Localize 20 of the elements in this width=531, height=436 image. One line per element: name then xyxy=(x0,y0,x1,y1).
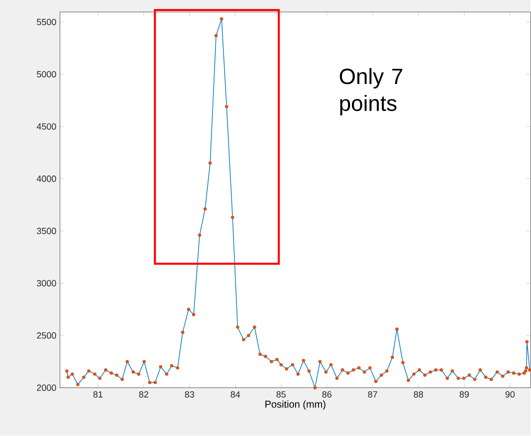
x-tick-label: 81 xyxy=(93,391,103,398)
annotation: Only 7 points xyxy=(340,68,402,116)
y-tick-label: 3000 xyxy=(36,280,56,287)
x-tick-label: 87 xyxy=(368,391,378,398)
x-tick-label: 83 xyxy=(184,391,194,398)
x-tick-label: 82 xyxy=(139,391,148,398)
y-tick-label: 3500 xyxy=(36,228,56,234)
y-tick-label: 2000 xyxy=(36,384,56,392)
x-tick-label: 86 xyxy=(322,391,332,398)
x-tick-label: 85 xyxy=(276,391,286,398)
x-tick-label: 90 xyxy=(505,391,515,398)
y-tick-label: 5500 xyxy=(36,18,56,26)
x-tick-label: 84 xyxy=(230,391,240,398)
y-tick-label: 4000 xyxy=(36,176,56,182)
y-tick-label: 2500 xyxy=(36,332,56,339)
x-tick-label: 88 xyxy=(414,391,424,398)
x-tick-label: 89 xyxy=(460,391,469,398)
y-tick-label: 4500 xyxy=(36,123,56,130)
y-tick-label: 5000 xyxy=(36,71,56,78)
x-axis-title: Position (mm) xyxy=(265,400,326,410)
